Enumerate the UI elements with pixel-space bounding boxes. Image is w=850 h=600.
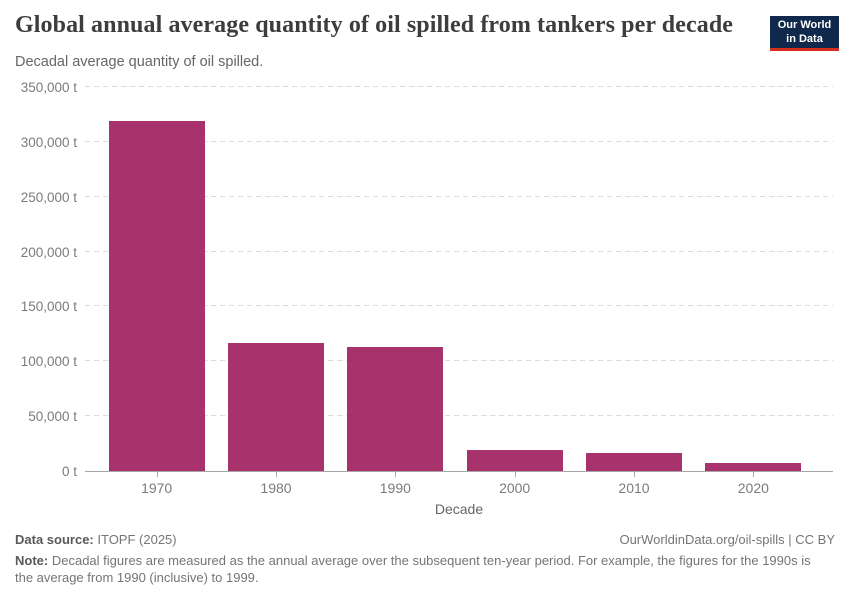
- bar-chart-plot-area: [85, 86, 833, 477]
- y-tick-label: 100,000 t: [20, 354, 77, 370]
- footer-row: Data source: ITOPF (2025) OurWorldinData…: [15, 532, 835, 548]
- x-tick-label: 2010: [618, 480, 650, 496]
- chart-subtitle: Decadal average quantity of oil spilled.: [15, 54, 264, 70]
- chart-note: Note: Decadal figures are measured as th…: [15, 553, 832, 586]
- bar-1990[interactable]: [347, 347, 444, 471]
- owid-logo[interactable]: Our World in Data: [770, 16, 839, 51]
- bar-2020[interactable]: [705, 462, 802, 471]
- gridline: [85, 305, 833, 307]
- bar-2000[interactable]: [466, 450, 563, 471]
- attribution-link[interactable]: OurWorldinData.org/oil-spills | CC BY: [619, 532, 835, 547]
- bar-1970[interactable]: [108, 121, 205, 471]
- gridline: [85, 140, 833, 142]
- x-axis-tick: [634, 472, 635, 477]
- x-axis-title: Decade: [434, 501, 484, 517]
- x-axis-labels: 1970 1980 1990 2000 2010 2020: [85, 480, 833, 496]
- data-source-label: Data source:: [15, 532, 94, 547]
- y-tick-label: 150,000 t: [20, 299, 77, 315]
- gridline: [85, 360, 833, 362]
- data-source-value: ITOPF (2025): [97, 532, 177, 547]
- y-axis-labels: 0 t 50,000 t 100,000 t 150,000 t 200,000 t 25…: [0, 80, 77, 479]
- x-tick-label: 2000: [499, 480, 531, 496]
- chart-title: Global annual average quantity of oil sp…: [15, 12, 734, 38]
- x-tick-label: 1970: [141, 480, 173, 496]
- owid-logo-line2: in Data: [786, 33, 823, 45]
- y-tick-label: 350,000 t: [20, 80, 77, 95]
- x-axis-tick: [276, 472, 277, 477]
- y-tick-label: 300,000 t: [20, 134, 77, 150]
- x-axis-tick: [156, 472, 158, 477]
- note-label: Note:: [15, 553, 49, 568]
- x-tick-label: 1990: [379, 480, 411, 496]
- x-tick-label: 1980: [260, 480, 292, 496]
- x-axis-tick: [753, 472, 755, 477]
- y-tick-label: 0 t: [61, 464, 77, 479]
- x-axis-tick: [395, 472, 397, 477]
- data-source: Data source: ITOPF (2025): [15, 532, 177, 548]
- x-tick-label: 2020: [737, 480, 769, 496]
- bar-2010[interactable]: [586, 453, 682, 471]
- note-text: Decadal figures are measured as the annu…: [15, 553, 811, 585]
- bar-1980[interactable]: [228, 342, 324, 471]
- gridline: [85, 250, 833, 252]
- gridline: [85, 86, 833, 87]
- x-axis-tick: [514, 472, 516, 477]
- gridline: [85, 195, 833, 197]
- gridline: [85, 415, 833, 417]
- owid-logo-line1: Our World: [777, 18, 832, 31]
- y-tick-label: 250,000 t: [20, 189, 77, 205]
- y-tick-label: 50,000 t: [28, 409, 77, 425]
- y-tick-label: 200,000 t: [20, 244, 77, 260]
